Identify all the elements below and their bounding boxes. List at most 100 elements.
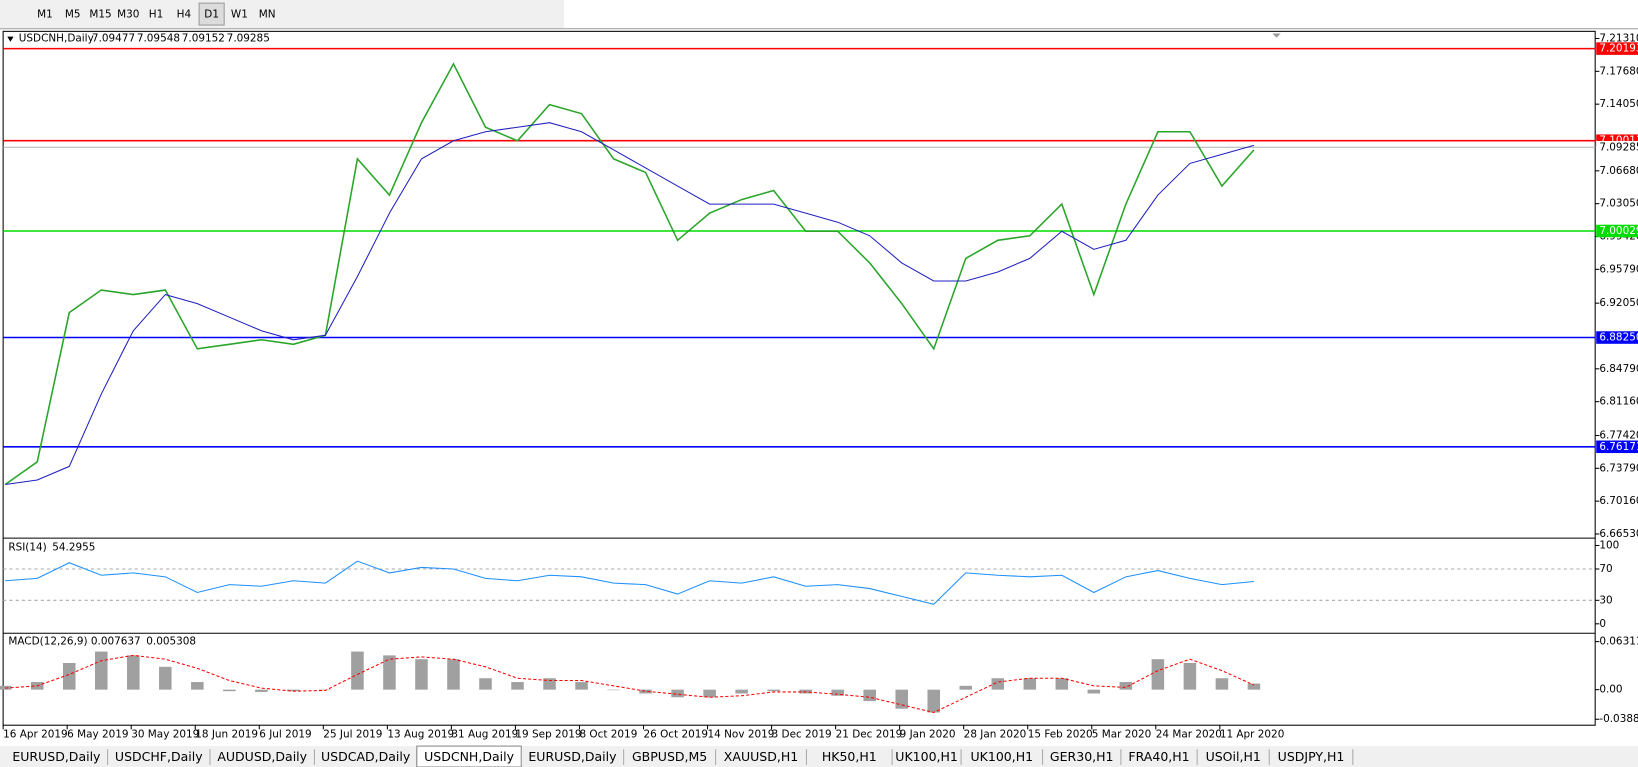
macd-readout: 0.007637	[91, 636, 141, 648]
timeframe-button[interactable]: W1	[231, 9, 248, 21]
x-tick-label: 28 Jan 2020	[964, 729, 1027, 741]
y-tick-label: 0.00	[1599, 684, 1622, 696]
histogram-bar	[127, 655, 140, 690]
tab[interactable]: AUDUSD,Daily	[217, 749, 307, 764]
tab[interactable]: USDCHF,Daily	[115, 749, 203, 764]
macd-title: MACD(12,26,9)	[8, 636, 87, 648]
tab[interactable]: EURUSD,Daily	[12, 749, 101, 764]
level-label-box	[1596, 331, 1638, 344]
histogram-bar	[607, 689, 620, 691]
timeframe-button[interactable]: M1	[37, 9, 53, 21]
y-tick-label: 6.70160	[1599, 495, 1638, 507]
y-tick-label: 6.66530	[1599, 528, 1638, 540]
timeframe-button[interactable]: H1	[149, 9, 163, 21]
y-tick-label: 6.84790	[1599, 363, 1638, 375]
x-tick-label: 16 Apr 2019	[3, 729, 68, 741]
level-label: 6.88250	[1599, 332, 1638, 344]
ohlc-readout: 7.09548	[137, 33, 180, 45]
histogram-bar	[671, 689, 684, 698]
histogram-bar	[415, 659, 428, 690]
tab[interactable]: USDJPY,H1	[1278, 749, 1345, 764]
histogram-bar	[895, 689, 909, 709]
macd-readout: 0.005308	[146, 636, 196, 648]
rsi-title: RSI(14)	[8, 542, 46, 554]
histogram-bar	[1247, 683, 1261, 690]
current-price-box	[1596, 140, 1638, 154]
histogram-bar	[159, 666, 172, 690]
histogram-bar	[735, 689, 748, 694]
tab[interactable]: UK100,H1	[895, 749, 958, 764]
histogram-bar	[831, 689, 844, 696]
chart-frame	[2, 30, 1596, 726]
histogram-bar	[479, 678, 492, 690]
x-tick-label: 6 Jul 2019	[259, 729, 311, 741]
y-tick-label: 7.17680	[1599, 65, 1638, 77]
ohlc-readout: 7.09477	[92, 33, 135, 45]
histogram-bar	[703, 689, 716, 698]
tab[interactable]: USOil,H1	[1206, 749, 1261, 764]
tab[interactable]: FRA40,H1	[1128, 749, 1189, 764]
histogram-bar	[287, 689, 300, 692]
histogram-bar	[575, 682, 588, 690]
ohlc-readout: 7.09152	[182, 33, 225, 45]
level-label: 7.00029	[1599, 225, 1638, 237]
tab[interactable]: USDCNH,Daily	[424, 749, 514, 764]
y-tick-label: 0.063113	[1599, 636, 1638, 648]
histogram-bar	[95, 651, 108, 690]
series-line	[5, 654, 1255, 714]
histogram-bar	[1151, 659, 1165, 690]
histogram-bar	[639, 689, 652, 694]
shift-marker	[1272, 33, 1281, 38]
tab[interactable]: UK100,H1	[971, 749, 1034, 764]
histogram-bar	[1055, 678, 1069, 690]
tab[interactable]: USDCAD,Daily	[321, 749, 411, 764]
x-tick-label: 26 Oct 2019	[644, 729, 709, 741]
timeframe-button[interactable]: M15	[89, 9, 111, 21]
y-tick-label: 7.14050	[1599, 98, 1638, 110]
tab[interactable]: HK50,H1	[822, 749, 877, 764]
toolbar-border	[0, 28, 1638, 30]
histogram-bar	[991, 678, 1005, 690]
x-tick-label: 19 Sep 2019	[515, 729, 581, 741]
y-tick-label: 6.81160	[1599, 396, 1638, 408]
y-tick-label: 100	[1599, 539, 1619, 551]
tab[interactable]: GER30,H1	[1050, 749, 1114, 764]
timeframe-button[interactable]: D1	[204, 9, 219, 21]
timeframe-button[interactable]: H4	[177, 9, 192, 21]
x-tick-label: 6 May 2019	[67, 729, 128, 741]
x-tick-label: 25 Jul 2019	[323, 729, 382, 741]
histogram-bar	[447, 659, 460, 690]
tab[interactable]: EURUSD,Daily	[528, 749, 617, 764]
chart-title: USDCNH,Daily	[19, 33, 94, 45]
y-tick-label: 6.73790	[1599, 462, 1638, 474]
x-tick-label: 14 Nov 2019	[708, 729, 775, 741]
x-tick-label: 13 Aug 2019	[387, 729, 454, 741]
y-tick-label: 70	[1599, 563, 1612, 575]
series-line	[5, 560, 1254, 605]
x-tick-label: 8 Oct 2019	[579, 729, 637, 741]
series-line	[4, 62, 1255, 486]
histogram-bar	[1215, 678, 1229, 690]
timeframe-button[interactable]: MN	[259, 9, 276, 21]
collapse-arrow[interactable]	[7, 36, 14, 42]
toolbar	[0, 0, 565, 29]
current-price-label: 7.09285	[1599, 141, 1638, 153]
level-label-box	[1596, 224, 1638, 238]
y-tick-label: -0.038873	[1599, 713, 1638, 725]
timeframe-button[interactable]: M5	[65, 9, 81, 21]
tab[interactable]: XAUUSD,H1	[724, 749, 798, 764]
histogram-bar	[191, 682, 204, 690]
histogram-bar	[927, 689, 941, 713]
rsi-readout: 54.2955	[52, 542, 95, 554]
timeframe-button[interactable]: M30	[117, 9, 139, 21]
histogram-bar	[767, 689, 780, 692]
tab[interactable]: GBPUSD,M5	[632, 749, 707, 764]
level-label-box	[1596, 42, 1638, 55]
level-label-box	[1596, 440, 1638, 454]
x-tick-label: 11 Apr 2020	[1220, 729, 1285, 741]
histogram-bar	[223, 689, 236, 692]
